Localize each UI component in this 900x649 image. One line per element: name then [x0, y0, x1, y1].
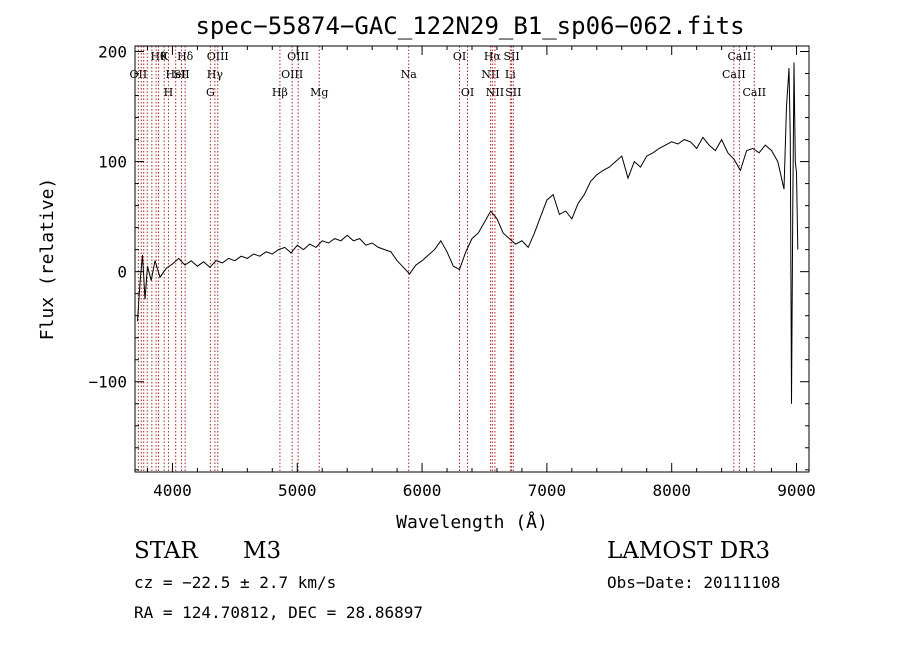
object-subclass: M3	[243, 538, 282, 564]
redshift-value: cz = −22.5 ± 2.7 km/s	[134, 573, 337, 592]
spectral-line-label: H	[164, 86, 174, 99]
spectral-line-label: Na	[401, 68, 418, 81]
spectrum-line	[137, 62, 799, 404]
spectral-line-label: Mg	[310, 86, 328, 99]
spectral-line-label: CaII	[728, 50, 752, 63]
axis-ticks: 4000 5000 6000 7000 8000 9000 −100 0 100 200	[88, 43, 815, 500]
x-tick-label: 7000	[528, 481, 567, 500]
spectral-line-label: CaII	[742, 86, 766, 99]
obs-date: Obs−Date: 20111108	[607, 573, 781, 592]
x-tick-label: 6000	[403, 481, 442, 500]
spectral-line-label: Hγ	[207, 68, 224, 81]
spectral-line-label: Hδ	[177, 50, 194, 63]
spectral-line-label: SII	[503, 50, 519, 63]
chart-title: spec−55874−GAC_122N29_B1_sp06−062.fits	[195, 12, 744, 40]
y-tick-label: 100	[98, 153, 127, 172]
x-tick-label: 4000	[153, 481, 192, 500]
y-tick-label: −100	[88, 373, 127, 392]
survey-name: LAMOST DR3	[607, 538, 771, 564]
x-axis-label: Wavelength (Å)	[396, 511, 548, 533]
spectrum-series	[137, 62, 799, 404]
y-tick-label: 0	[117, 263, 127, 282]
spectral-line-label: SII	[173, 68, 189, 81]
object-class: STAR	[134, 538, 198, 564]
spectral-line-label: Hβ	[272, 86, 288, 99]
spectral-line-label: CaII	[722, 68, 746, 81]
spectral-line-label: OIII	[281, 68, 303, 81]
y-tick-label: 200	[98, 43, 127, 62]
spectral-line-label: OI	[453, 50, 466, 63]
spectral-line-label: OIII	[287, 50, 309, 63]
spectral-line-label: NII	[481, 68, 499, 81]
plot-frame	[134, 45, 810, 473]
spectral-line-label: NII	[486, 86, 504, 99]
spectral-line-label: SII	[505, 86, 521, 99]
coordinates: RA = 124.70812, DEC = 28.86897	[134, 603, 423, 622]
spectral-line-label: Hα	[484, 50, 502, 63]
spectral-line-label: OIII	[207, 50, 229, 63]
spectral-line-label: Hθ	[150, 50, 167, 63]
spectral-line-label: HeI	[165, 68, 185, 81]
emission-lines: OIIHθKHHeISIIHδGHγOIIIHβOIIIOIIIMgNaOIOI…	[130, 46, 766, 472]
spectral-line-label: Li	[505, 68, 516, 81]
y-axis-label: Flux (relative)	[37, 178, 58, 341]
spectral-line-label: G	[206, 86, 215, 99]
spectral-line-label: OII	[130, 68, 148, 81]
x-tick-label: 8000	[652, 481, 691, 500]
x-tick-label: 5000	[278, 481, 317, 500]
spectral-line-label: OI	[461, 86, 474, 99]
spectral-line-label: K	[160, 50, 169, 63]
x-tick-label: 9000	[777, 481, 816, 500]
